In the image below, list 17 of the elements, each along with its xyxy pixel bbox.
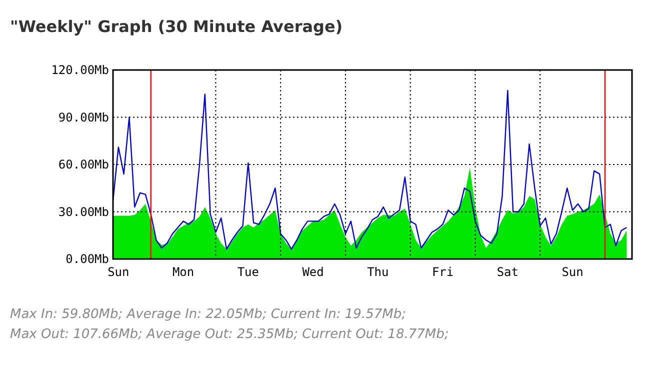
x-tick-label: Sun	[562, 265, 584, 279]
line-series	[112, 90, 628, 250]
text: Max Out: 107.66Mb; Average Out: 25.35Mb; Current Out: 18.77Mb;	[10, 327, 449, 342]
x-tick-label: Mon	[172, 265, 194, 279]
text: Max In: 59.80Mb; Average In: 22.05Mb; Current In: 19.57Mb;	[10, 307, 406, 322]
x-tick-label: Sun	[108, 265, 130, 279]
x-tick-label: Fri	[432, 265, 454, 279]
y-tick-label: 60.00Mb	[58, 158, 109, 172]
y-tick-label: 120.00Mb	[51, 63, 109, 78]
x-tick-label: Wed	[302, 265, 324, 279]
x-tick-label: Thu	[367, 265, 389, 279]
x-tick-label: Sat	[496, 265, 518, 279]
y-tick-label: 90.00Mb	[58, 110, 109, 124]
x-tick-label: Tue	[237, 265, 259, 279]
y-tick-label: 30.00Mb	[58, 204, 109, 219]
y-tick-label: 0.00Mb	[66, 252, 109, 266]
chart-title: "Weekly" Graph (30 Minute Average)	[10, 17, 343, 36]
